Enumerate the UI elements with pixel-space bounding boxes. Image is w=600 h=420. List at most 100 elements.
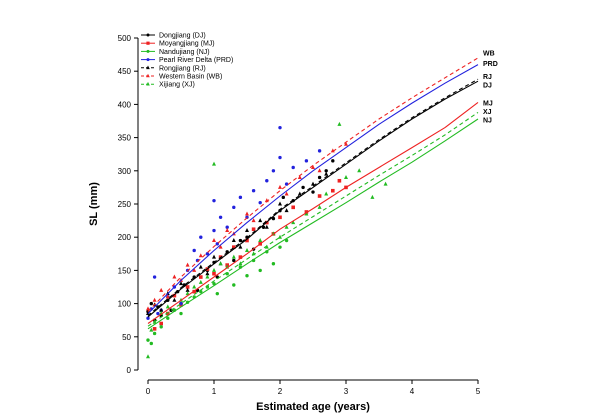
data-point-wb xyxy=(146,306,150,311)
x-tick-label: 1 xyxy=(212,387,217,396)
data-point-mj xyxy=(185,285,190,289)
x-tick-label: 0 xyxy=(146,387,151,396)
data-point-wb xyxy=(159,287,164,292)
curve-dj xyxy=(147,80,479,318)
legend: Dongjiang (DJ)Moyangjiang (MJ)Nandujiang… xyxy=(141,33,233,89)
fitted-curves xyxy=(147,57,479,330)
data-point-dj xyxy=(311,190,315,194)
data-point-mj xyxy=(159,321,163,326)
data-point-prd xyxy=(304,159,309,163)
legend-marker-rj xyxy=(146,65,150,70)
data-point-mj xyxy=(199,275,203,279)
data-point-rj xyxy=(324,171,329,176)
data-point-prd xyxy=(225,225,229,229)
data-point-nj xyxy=(159,325,163,329)
data-point-rj xyxy=(278,201,282,206)
x-ticks: 0 1 2 3 4 5 xyxy=(146,380,481,396)
data-point-xj xyxy=(258,238,263,243)
data-point-nj xyxy=(215,291,219,296)
data-point-rj xyxy=(172,297,177,302)
data-point-prd xyxy=(291,165,295,170)
y-tick-label: 100 xyxy=(118,300,132,309)
data-point-dj xyxy=(331,159,335,163)
data-point-nj xyxy=(258,268,262,273)
end-label-xj: XJ xyxy=(483,109,492,116)
data-point-prd xyxy=(192,248,196,253)
data-point-rj xyxy=(231,238,236,243)
end-label-dj: DJ xyxy=(483,82,492,89)
data-point-xj xyxy=(291,220,296,225)
data-point-prd xyxy=(271,169,276,173)
data-point-rj xyxy=(258,218,263,223)
x-tick-label: 4 xyxy=(410,387,415,396)
data-point-dj xyxy=(261,225,266,229)
data-point-prd xyxy=(284,182,289,186)
curve-prd xyxy=(147,64,479,314)
data-point-mj xyxy=(291,205,295,210)
data-point-mj xyxy=(337,178,342,183)
data-point-nj xyxy=(166,316,170,320)
x-tick-label: 2 xyxy=(278,387,283,396)
data-point-mj xyxy=(331,188,335,193)
data-point-wb xyxy=(278,184,282,189)
legend-marker-prd xyxy=(146,58,150,62)
data-point-prd xyxy=(205,252,210,256)
legend-marker-nj xyxy=(146,49,150,53)
y-tick-label: 450 xyxy=(118,67,132,76)
data-point-prd xyxy=(212,198,216,203)
curve-mj xyxy=(147,101,479,324)
data-point-xj xyxy=(149,327,154,332)
data-point-rj xyxy=(245,228,249,233)
data-point-xj xyxy=(324,191,329,196)
data-point-xj xyxy=(245,247,249,252)
data-point-dj xyxy=(149,301,153,306)
data-point-mj xyxy=(232,245,236,249)
legend-label-rj: Rongjiang (RJ) xyxy=(159,65,206,72)
legend-label-dj: Dongjiang (DJ) xyxy=(159,33,206,40)
end-label-mj: MJ xyxy=(483,100,493,107)
data-point-xj xyxy=(337,121,342,126)
y-tick-label: 350 xyxy=(118,134,132,143)
data-point-nj xyxy=(278,245,282,249)
data-point-prd xyxy=(278,155,282,160)
scatter-points xyxy=(146,121,388,359)
data-point-mj xyxy=(152,327,157,331)
data-point-rj xyxy=(185,287,190,292)
data-point-xj xyxy=(383,181,388,186)
legend-label-mj: Moyangjiang (MJ) xyxy=(159,41,215,48)
curve-wb xyxy=(147,57,479,312)
data-point-wb xyxy=(297,174,302,179)
y-tick-label: 400 xyxy=(118,100,132,109)
data-point-wb xyxy=(251,218,256,223)
legend-label-prd: Pearl River Delta (PRD) xyxy=(159,57,233,64)
end-label-prd: PRD xyxy=(483,61,498,68)
data-point-dj xyxy=(232,258,236,263)
data-point-wb xyxy=(192,267,197,272)
y-axis-title: SL (mm) xyxy=(88,182,100,226)
legend-label-xj: Xijiang (XJ) xyxy=(159,82,195,89)
data-point-wb xyxy=(225,228,230,233)
data-point-nj xyxy=(271,262,276,266)
data-point-xj xyxy=(317,204,322,209)
legend-label-wb: Western Basin (WB) xyxy=(159,74,222,81)
x-tick-label: 5 xyxy=(476,387,481,396)
data-point-rj xyxy=(264,224,269,229)
data-point-xj xyxy=(205,274,210,279)
data-point-rj xyxy=(212,254,216,259)
curve-xj xyxy=(147,111,479,327)
data-point-dj xyxy=(281,195,285,200)
y-ticks: 0 50 100 150 200 250 300 350 400 450 500 xyxy=(118,34,138,375)
data-point-prd xyxy=(199,235,203,239)
data-point-prd xyxy=(218,215,223,219)
data-point-xj xyxy=(192,284,197,289)
data-point-dj xyxy=(238,238,243,243)
data-point-xj xyxy=(370,194,375,199)
data-point-nj xyxy=(149,341,153,346)
data-point-mj xyxy=(251,227,256,232)
y-tick-label: 50 xyxy=(122,333,131,342)
data-point-mj xyxy=(238,255,243,259)
axes: 0 50 100 150 200 250 300 350 400 450 500 0 1 2 3 4 5 SL… xyxy=(88,34,481,413)
data-point-prd xyxy=(317,149,322,153)
data-point-xj xyxy=(357,168,362,173)
